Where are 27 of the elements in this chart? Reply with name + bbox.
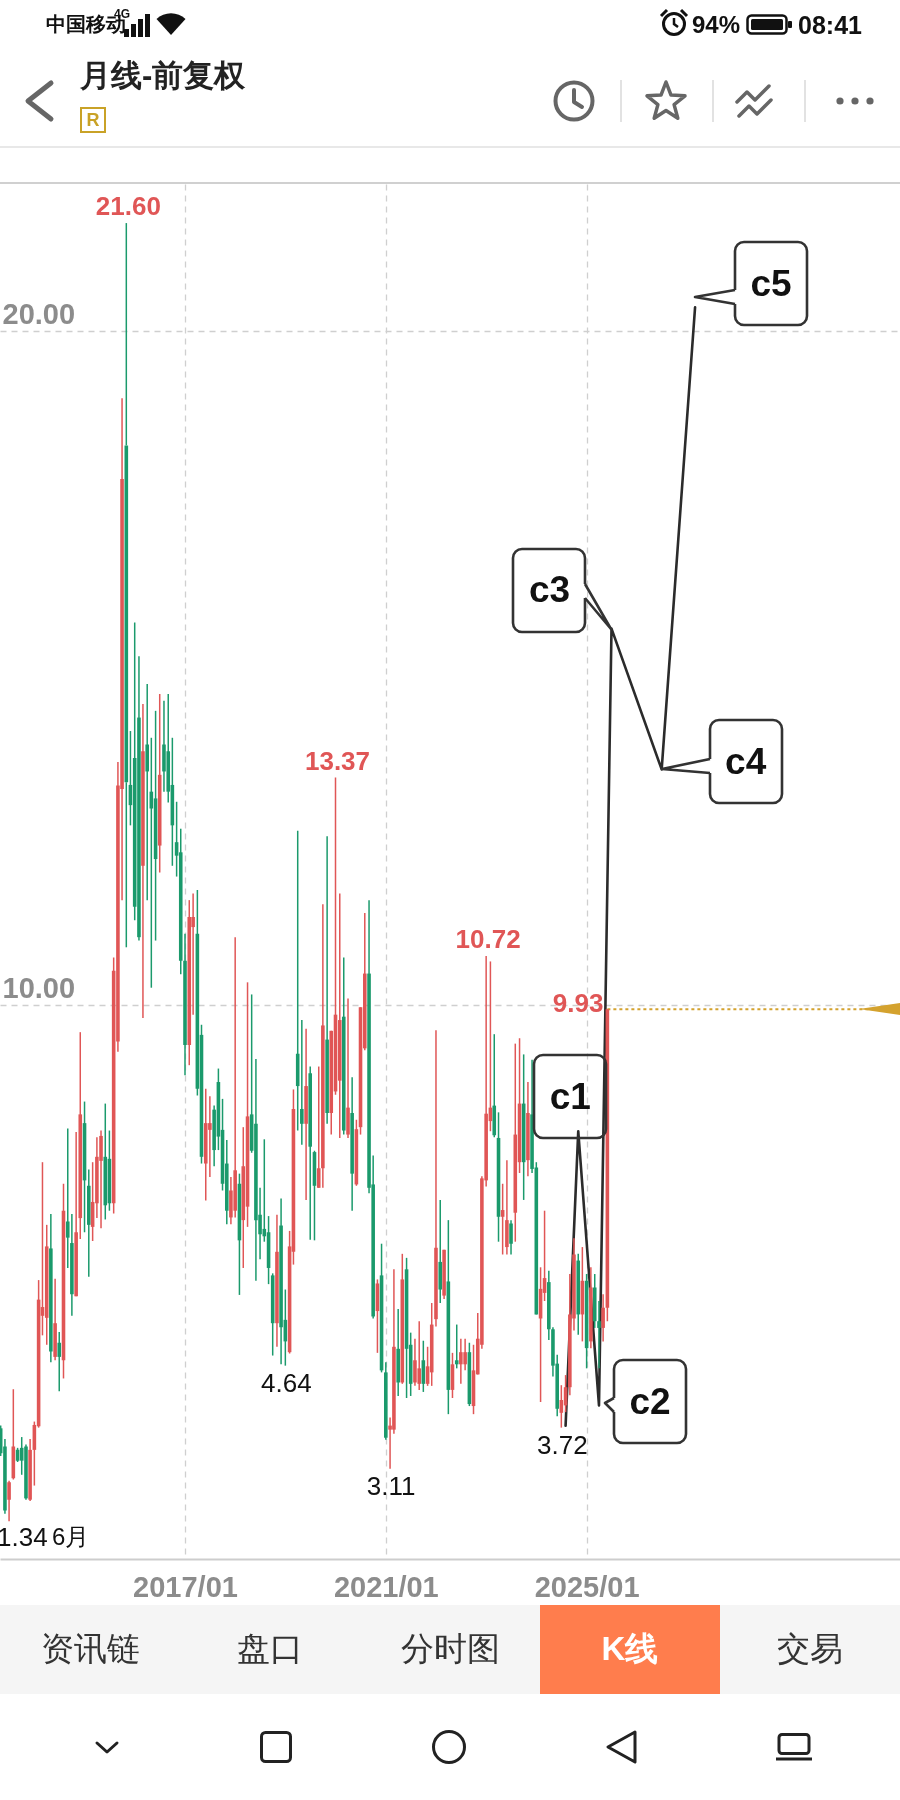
annotation: 3.72 bbox=[537, 1429, 588, 1460]
x-tick-label: 2025/01 bbox=[534, 1570, 640, 1603]
y-tick-label: 10.00 bbox=[2, 972, 76, 1005]
y-tick-label: 20.00 bbox=[2, 298, 76, 331]
annotation: c1 bbox=[549, 1075, 591, 1118]
text: 交易 bbox=[777, 1629, 843, 1669]
text: R bbox=[80, 107, 106, 133]
annotation: 10.72 bbox=[455, 924, 521, 955]
annotation: 3.11 bbox=[366, 1470, 416, 1501]
text: 08:41 bbox=[798, 10, 862, 40]
annotation: 6月 bbox=[52, 1522, 90, 1552]
annotation: c4 bbox=[725, 740, 767, 783]
annotation: 13.37 bbox=[304, 745, 371, 776]
annotation: c3 bbox=[528, 569, 571, 612]
annotation: c2 bbox=[629, 1380, 671, 1423]
text: 资讯链 bbox=[40, 1629, 140, 1669]
chart-title: 月线-前复权 bbox=[80, 57, 246, 95]
text: 分时图 bbox=[400, 1629, 500, 1669]
annotation: 21.60 bbox=[95, 191, 161, 222]
x-tick-label: 2017/01 bbox=[133, 1570, 238, 1603]
annotation: 4.64 bbox=[261, 1367, 312, 1398]
text: 盘口 bbox=[237, 1629, 303, 1669]
annotation: 9.93 bbox=[552, 988, 604, 1019]
x-tick-label: 2021/01 bbox=[333, 1570, 439, 1603]
text: 94% bbox=[692, 11, 741, 39]
text: K线 bbox=[601, 1629, 659, 1669]
annotation: c5 bbox=[750, 262, 792, 305]
